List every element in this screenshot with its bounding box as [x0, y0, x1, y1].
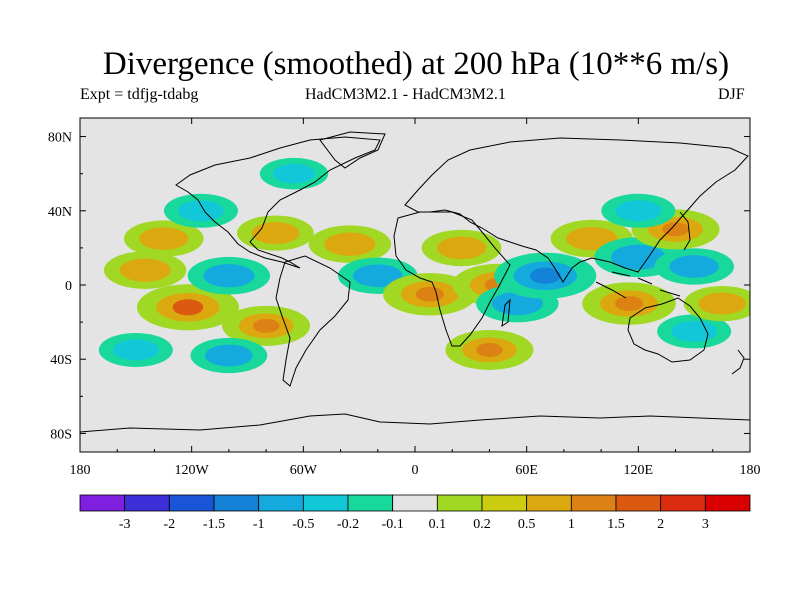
anomaly-core	[139, 227, 189, 250]
new-zealand-coast	[731, 349, 745, 375]
axis-tick-labels: 180 120W 60W 0 60E 120E 180 80N 40N 0 40S 80S	[48, 131, 761, 478]
anomaly-core	[178, 200, 224, 222]
anomaly-core	[203, 264, 255, 288]
anomaly-core	[698, 292, 746, 315]
colorbar-label: -0.2	[337, 517, 359, 532]
x-tick-label: 60W	[290, 463, 318, 478]
anomaly-peak	[172, 299, 204, 316]
antarctica-coast	[80, 413, 750, 433]
colorbar-label: 0.5	[518, 517, 536, 532]
colorbar-swatch	[258, 494, 304, 512]
anomaly-core	[112, 339, 159, 361]
anomaly-core	[615, 200, 662, 222]
x-tick-label: 120W	[175, 463, 210, 478]
australia-coast	[627, 297, 709, 363]
colorbar-label: -1	[253, 517, 265, 532]
colorbar-label: -0.1	[382, 517, 404, 532]
anomaly-peak	[476, 342, 503, 357]
x-tick-label: 180	[70, 463, 91, 478]
anomaly-core	[272, 163, 316, 184]
y-tick-label: 40N	[48, 205, 72, 220]
north-america-coast	[175, 136, 381, 269]
colorbar-swatch	[526, 494, 572, 512]
y-tick-label: 40S	[50, 353, 72, 368]
south-america-coast	[275, 255, 351, 387]
x-tick-label: 120E	[624, 463, 654, 478]
model-label: HadCM3M2.1 - HadCM3M2.1	[305, 86, 506, 103]
colorbar-swatch	[660, 494, 706, 512]
colorbar-swatch	[124, 494, 170, 512]
eurasia-coast	[404, 137, 749, 283]
anomaly-peak	[662, 222, 689, 237]
greenland-coast	[319, 131, 386, 169]
colorbar-swatch	[436, 494, 483, 512]
axis-ticks	[79, 118, 751, 452]
colorbar-label: -3	[119, 517, 131, 532]
colorbar-swatch	[347, 494, 394, 512]
japan-coast	[679, 211, 691, 251]
madagascar-coast	[501, 298, 511, 328]
anomaly-peak	[252, 318, 280, 333]
anomaly-core	[251, 222, 300, 244]
anomaly-core	[669, 255, 719, 278]
anomaly-peak	[529, 267, 561, 284]
plot-title: Divergence (smoothed) at 200 hPa (10**6 …	[102, 46, 730, 82]
colorbar-swatch	[481, 494, 528, 512]
anomaly-core	[119, 258, 171, 282]
colorbar-swatch	[302, 494, 349, 512]
y-tick-label: 80S	[50, 427, 72, 442]
anomaly-core	[671, 320, 718, 342]
coastlines	[80, 131, 750, 433]
anomaly-peak	[415, 286, 444, 302]
colorbar-swatch	[168, 494, 215, 512]
colorbar-swatch	[615, 494, 662, 512]
colorbar-label: -2	[163, 517, 175, 532]
colorbar-swatch	[570, 494, 617, 512]
anomaly-peak	[625, 250, 652, 265]
colorbar-label: 3	[702, 517, 709, 532]
anomaly-peak	[614, 296, 644, 311]
experiment-label: Expt = tdfjg-tdabg	[80, 86, 199, 103]
colorbar: -3 -2 -1.5 -1 -0.5 -0.2 -0.1 0.1 0.2 0.5 1 1.5 2 3	[79, 494, 751, 532]
colorbar-label: 0.1	[429, 517, 447, 532]
x-tick-label: 60E	[515, 463, 538, 478]
colorbar-label: 0.2	[473, 517, 491, 532]
colorbar-label: 1	[568, 517, 575, 532]
x-tick-label: 180	[740, 463, 761, 478]
colorbar-label: -0.5	[292, 517, 314, 532]
anomaly-core	[436, 236, 487, 260]
x-tick-label: 0	[412, 463, 419, 478]
anomaly-core	[353, 264, 403, 288]
anomaly-field	[98, 157, 750, 374]
colorbar-swatch	[704, 494, 751, 512]
y-tick-label: 80N	[48, 131, 72, 146]
anomaly-core	[324, 232, 376, 256]
colorbar-label: 1.5	[607, 517, 625, 532]
colorbar-label: 2	[657, 517, 664, 532]
y-tick-label: 0	[65, 279, 72, 294]
colorbar-swatch	[79, 494, 126, 512]
season-label: DJF	[718, 86, 745, 103]
indonesia-coast	[595, 271, 681, 299]
colorbar-swatch	[392, 494, 438, 512]
colorbar-label: -1.5	[203, 517, 225, 532]
anomaly-core	[205, 344, 253, 367]
africa-coast	[393, 211, 511, 347]
colorbar-swatch	[213, 494, 260, 512]
